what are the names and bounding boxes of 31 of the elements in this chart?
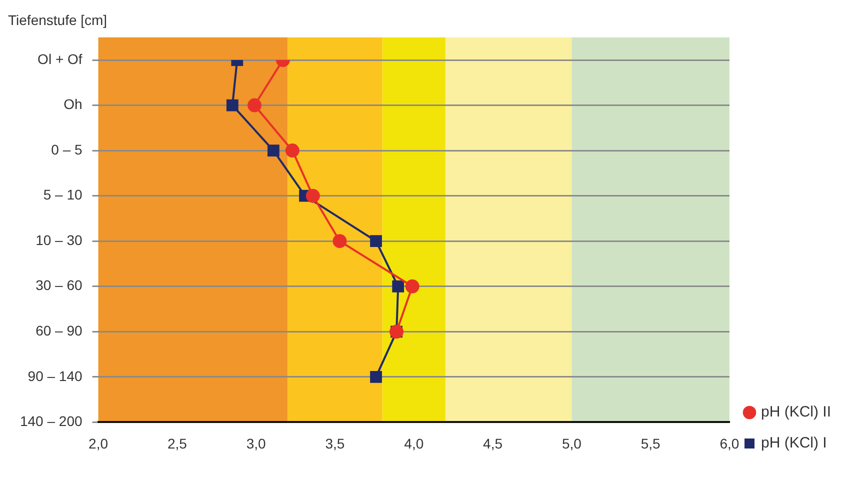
point (392, 280, 404, 292)
y-tick-label: 60 – 90 (36, 322, 82, 339)
y-tick-label: 10 – 30 (36, 232, 82, 248)
x-tick-label: 2,0 (88, 435, 108, 452)
x-tick-label: 3,5 (325, 435, 345, 452)
point (405, 279, 420, 294)
y-tick-label: 30 – 60 (36, 277, 82, 294)
point (226, 99, 238, 112)
point (306, 188, 320, 203)
y-tick-label: Ol + Of (38, 50, 82, 67)
x-tick-label: 6,0 (720, 435, 740, 452)
x-tick-label: 5,5 (640, 435, 661, 452)
point (285, 144, 300, 158)
point (370, 370, 382, 383)
y-tick-label: 5 – 10 (43, 186, 82, 203)
point (267, 144, 280, 156)
y-tick-label: 0 – 5 (51, 141, 82, 158)
legend-label: pH (KCl) I (760, 434, 827, 452)
x-tick-label: 4,5 (483, 435, 503, 452)
point (370, 235, 382, 248)
x-tick-label: 2,5 (167, 435, 188, 452)
x-tick-label: 4,0 (404, 435, 424, 452)
x-tick-label: 5,0 (562, 435, 582, 452)
y-axis-title: Tiefenstufe [cm] (8, 12, 108, 28)
y-tick-label: 90 – 140 (28, 368, 82, 384)
point (248, 98, 262, 112)
point (332, 234, 347, 248)
x-tick-label: 3,0 (246, 435, 266, 452)
y-tick-label: 140 – 200 (20, 413, 82, 430)
legend-label: pH (KCl) II (760, 404, 832, 421)
y-tick-label: Oh (64, 96, 82, 112)
